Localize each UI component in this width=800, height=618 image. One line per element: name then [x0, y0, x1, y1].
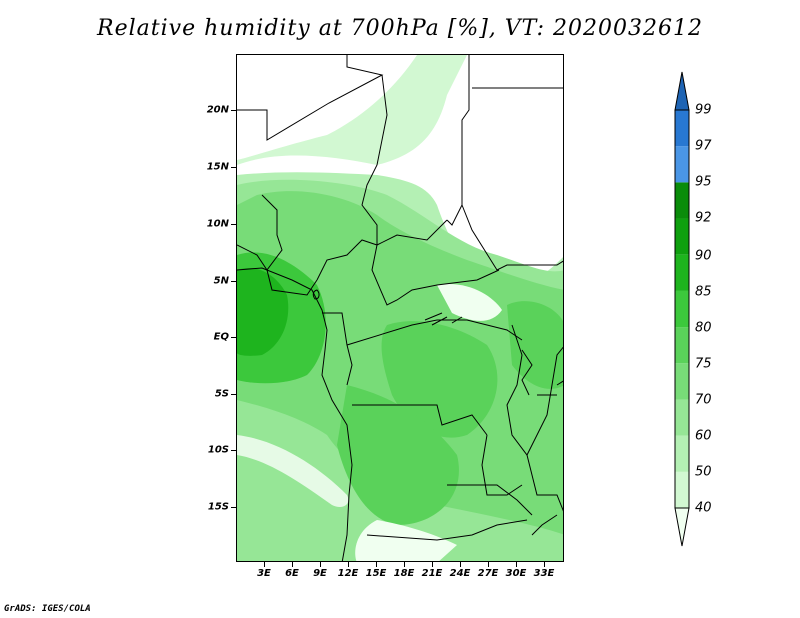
lon-label: 33E — [533, 568, 555, 579]
colorbar-label: 70 — [695, 392, 712, 408]
colorbar-label: 80 — [695, 320, 712, 336]
lon-label: 24E — [449, 568, 471, 579]
colorbar-segment — [675, 363, 689, 400]
lon-tick — [432, 562, 433, 567]
colorbar-segment — [674, 71, 690, 111]
lon-tick — [460, 562, 461, 567]
lon-label: 21E — [421, 568, 443, 579]
colorbar-label: 99 — [695, 102, 712, 118]
lon-label: 12E — [337, 568, 359, 579]
colorbar-label: 50 — [695, 464, 712, 480]
lat-tick — [231, 450, 236, 451]
colorbar-segment — [675, 327, 689, 364]
lat-label: EQ — [213, 331, 229, 343]
colorbar-segment — [675, 254, 689, 291]
colorbar-label: 40 — [695, 500, 712, 516]
lon-tick — [544, 562, 545, 567]
colorbar-segment — [674, 507, 690, 547]
colorbar-label: 75 — [695, 356, 712, 372]
lon-label: 3E — [257, 568, 271, 579]
lon-tick — [516, 562, 517, 567]
lat-tick — [231, 394, 236, 395]
colorbar-segment — [675, 471, 689, 508]
lat-label: 15S — [207, 501, 229, 513]
lat-label: 5S — [214, 388, 229, 400]
lon-tick — [376, 562, 377, 567]
colorbar-segment — [675, 290, 689, 328]
credit-text: GrADS: IGES/COLA — [4, 604, 91, 614]
lat-tick — [231, 507, 236, 508]
lat-tick — [231, 337, 236, 338]
colorbar-segment — [675, 435, 689, 472]
lon-label: 15E — [365, 568, 387, 579]
humidity-field — [237, 55, 563, 561]
lat-label: 5N — [213, 275, 229, 287]
colorbar-label: 97 — [695, 138, 712, 154]
colorbar-label: 60 — [695, 428, 712, 444]
lon-tick — [488, 562, 489, 567]
lat-tick — [231, 167, 236, 168]
colorbar-label: 95 — [695, 174, 712, 190]
colorbar-segment — [675, 182, 689, 219]
lon-label: 27E — [477, 568, 499, 579]
map-title: Relative humidity at 700hPa [%], VT: 202… — [97, 16, 703, 41]
lon-tick — [404, 562, 405, 567]
colorbar-label: 85 — [695, 284, 712, 300]
lat-label: 20N — [206, 104, 229, 116]
map-panel — [236, 54, 564, 562]
colorbar-outline — [674, 109, 690, 509]
colorbar-segment — [675, 110, 689, 147]
lon-label: 30E — [505, 568, 527, 579]
lat-label: 15N — [206, 161, 229, 173]
lat-label: 10N — [206, 218, 229, 230]
lon-tick — [264, 562, 265, 567]
lat-label: 10S — [207, 444, 229, 456]
lat-tick — [231, 110, 236, 111]
colorbar-segment — [675, 399, 689, 436]
lon-tick — [292, 562, 293, 567]
lat-tick — [231, 224, 236, 225]
colorbar-segment — [675, 218, 689, 255]
lon-tick — [320, 562, 321, 567]
colorbar-segment — [675, 146, 689, 183]
colorbar — [674, 71, 690, 547]
lon-label: 6E — [285, 568, 299, 579]
lat-tick — [231, 281, 236, 282]
lon-label: 9E — [313, 568, 327, 579]
colorbar-label: 92 — [695, 210, 712, 226]
lon-label: 18E — [393, 568, 415, 579]
colorbar-label: 90 — [695, 248, 712, 264]
lon-tick — [348, 562, 349, 567]
